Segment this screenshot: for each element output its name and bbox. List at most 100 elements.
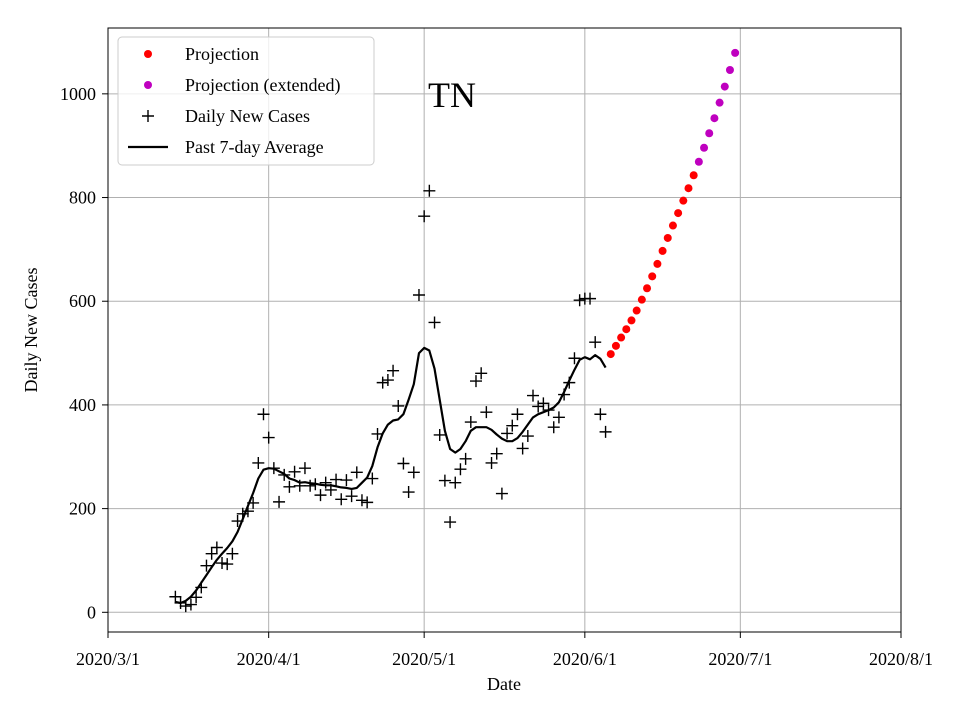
daily-case-marker [402, 486, 415, 499]
daily-case-marker [304, 479, 317, 492]
projection-point [622, 325, 631, 334]
legend-item: Past 7-day Average [128, 137, 324, 157]
projection-point [617, 333, 626, 342]
legend-item: Daily New Cases [142, 106, 310, 126]
daily-case-marker [589, 336, 602, 349]
x-axis-label: Date [487, 674, 521, 694]
y-tick-label: 0 [87, 602, 96, 622]
daily-case-marker [397, 457, 410, 470]
daily-case-marker [210, 541, 223, 554]
daily-case-marker [221, 558, 234, 571]
projection-point [627, 316, 636, 325]
daily-case-marker [532, 400, 545, 413]
daily-case-marker [485, 456, 498, 469]
daily-case-marker [573, 294, 586, 307]
daily-case-marker [330, 473, 343, 486]
daily-case-marker [319, 476, 332, 489]
daily-case-marker [594, 408, 607, 421]
daily-case-marker [381, 374, 394, 387]
daily-case-marker [495, 487, 508, 500]
daily-case-marker [469, 375, 482, 388]
y-axis-label: Daily New Cases [21, 268, 41, 393]
y-tick-label: 800 [69, 188, 96, 208]
daily-case-marker [449, 476, 462, 489]
daily-case-marker [501, 427, 514, 440]
y-axis: 0 200 400 600 800 1000 [60, 84, 108, 622]
legend-item: Projection [144, 44, 259, 64]
projection-point [725, 65, 734, 74]
legend-dot-symbol [144, 50, 152, 58]
legend-box [117, 36, 375, 166]
daily-case-marker [552, 411, 565, 424]
projection-point [705, 129, 714, 138]
daily-case-marker [288, 465, 301, 478]
line-past-7-day-average [175, 346, 607, 605]
projection-point [653, 259, 662, 268]
series-past-7-day-average [175, 346, 607, 605]
daily-case-marker [547, 421, 560, 434]
daily-case-marker [361, 496, 374, 509]
daily-case-marker [184, 598, 197, 611]
projection-point [632, 306, 641, 315]
projection-point [694, 157, 703, 166]
daily-case-marker [169, 590, 182, 603]
daily-case-marker [568, 352, 581, 365]
projection-point [731, 48, 740, 57]
daily-case-marker [252, 456, 265, 469]
daily-case-marker [200, 559, 213, 572]
daily-case-marker [366, 472, 379, 485]
projection-point [674, 209, 683, 218]
x-axis: 2020/3/1 2020/4/1 2020/5/1 2020/6/1 2020/7/1… [76, 632, 933, 669]
x-tick-label: 2020/6/1 [553, 649, 617, 669]
projection-point [668, 221, 677, 230]
y-tick-label: 400 [69, 395, 96, 415]
daily-case-marker [190, 591, 203, 604]
daily-case-marker [584, 292, 597, 305]
projection-point [710, 114, 719, 123]
x-tick-label: 2020/8/1 [869, 649, 933, 669]
daily-case-marker [527, 389, 540, 402]
daily-case-marker [407, 466, 420, 479]
legend-dot-symbol [144, 81, 152, 89]
legend-item: Projection (extended) [144, 75, 340, 96]
daily-case-marker [537, 397, 550, 410]
daily-case-marker [428, 316, 441, 329]
daily-case-marker [283, 480, 296, 493]
daily-case-marker [459, 452, 472, 465]
daily-case-marker [599, 425, 612, 438]
plot-frame [107, 27, 902, 633]
daily-case-marker [511, 408, 524, 421]
projection-point [648, 272, 657, 281]
daily-case-marker [433, 428, 446, 441]
daily-case-marker [350, 466, 363, 479]
daily-case-marker [423, 184, 436, 197]
daily-case-marker [273, 495, 286, 508]
legend-label: Projection [185, 44, 259, 64]
daily-case-marker [438, 474, 451, 487]
x-tick-label: 2020/7/1 [708, 649, 772, 669]
y-tick-label: 1000 [60, 84, 96, 104]
daily-case-marker [355, 494, 368, 507]
projection-point [720, 82, 729, 91]
daily-case-marker [298, 462, 311, 475]
projection-point [658, 246, 667, 255]
daily-case-marker [216, 557, 229, 570]
daily-case-marker [205, 547, 218, 560]
grid-lines [107, 28, 902, 632]
daily-case-marker [335, 493, 348, 506]
x-tick-label: 2020/4/1 [237, 649, 301, 669]
daily-case-marker [464, 416, 477, 429]
x-tick-label: 2020/5/1 [392, 649, 456, 669]
daily-case-marker [376, 376, 389, 389]
daily-case-marker [475, 367, 488, 380]
projection-point [684, 184, 693, 193]
y-tick-label: 200 [69, 499, 96, 519]
projection-point [606, 350, 615, 359]
daily-case-marker [444, 516, 457, 529]
legend-label: Past 7-day Average [185, 137, 324, 157]
projection-point [637, 295, 646, 304]
daily-case-marker [226, 547, 239, 560]
projection-point [679, 196, 688, 205]
daily-case-marker [257, 408, 270, 421]
legend: Projection Projection (extended) Daily New… [117, 36, 375, 166]
